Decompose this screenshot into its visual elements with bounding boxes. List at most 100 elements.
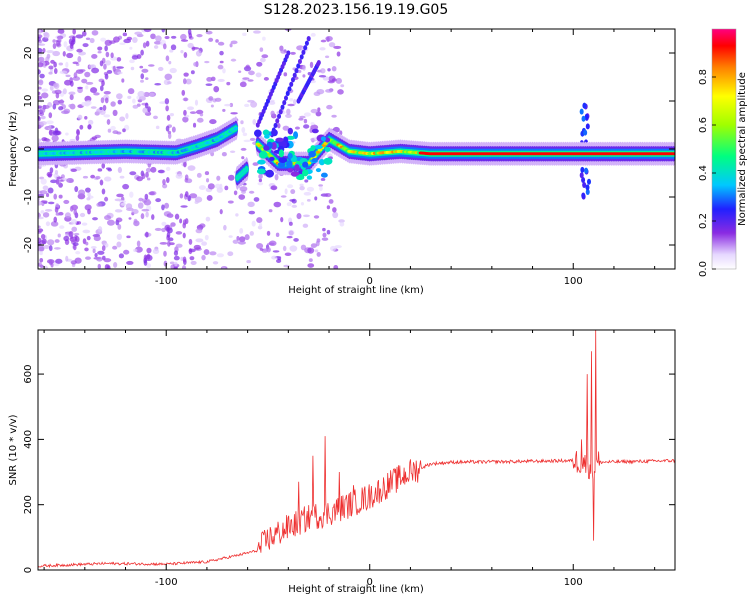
noise-blob xyxy=(144,102,149,109)
noise-blob xyxy=(291,204,298,208)
noise-blob xyxy=(185,78,192,85)
noise-blob xyxy=(157,169,165,174)
noise-blob xyxy=(287,184,294,189)
noise-blob xyxy=(293,238,299,242)
noise-blob xyxy=(227,174,235,181)
noise-blob xyxy=(153,41,162,45)
noise-blob xyxy=(41,92,49,99)
noise-blob xyxy=(194,200,199,204)
streak-blob xyxy=(297,58,302,65)
noise-blob xyxy=(101,80,105,87)
noise-blob xyxy=(38,56,45,62)
noise-blob xyxy=(52,50,61,57)
noise-blob xyxy=(90,87,98,94)
noise-blob xyxy=(48,65,54,70)
noise-blob xyxy=(85,85,89,90)
cluster-blob xyxy=(286,160,293,168)
noise-blob xyxy=(271,255,277,260)
vertical-feature-blob xyxy=(582,102,587,109)
noise-blob xyxy=(224,103,231,107)
noise-blob xyxy=(316,252,321,257)
streak-blob xyxy=(273,122,278,129)
noise-blob xyxy=(266,230,271,236)
vertical-feature-blob xyxy=(582,182,587,189)
noise-blob xyxy=(169,113,174,117)
noise-blob xyxy=(52,39,56,43)
noise-blob xyxy=(107,219,115,226)
noise-blob xyxy=(241,156,245,160)
noise-blob xyxy=(189,193,198,199)
noise-blob xyxy=(182,256,187,263)
cluster-blob xyxy=(287,167,293,173)
noise-blob xyxy=(332,207,337,213)
noise-blob xyxy=(210,104,214,108)
noise-blob xyxy=(155,125,160,130)
noise-blob xyxy=(129,46,133,50)
noise-blob xyxy=(195,50,202,57)
noise-blob xyxy=(61,110,70,115)
noise-blob xyxy=(191,47,200,50)
noise-blob xyxy=(64,212,71,219)
noise-blob xyxy=(250,101,258,108)
noise-blob xyxy=(182,78,187,85)
noise-blob xyxy=(129,59,135,64)
noise-blob xyxy=(159,242,168,245)
noise-blob xyxy=(195,238,204,243)
noise-blob xyxy=(54,170,59,175)
noise-blob xyxy=(294,126,300,130)
colorbar-frame xyxy=(711,28,737,270)
noise-blob xyxy=(286,235,293,239)
noise-blob xyxy=(112,65,116,72)
noise-blob xyxy=(49,167,54,174)
noise-blob xyxy=(127,88,135,95)
noise-blob xyxy=(104,97,109,104)
noise-blob xyxy=(247,79,254,82)
noise-blob xyxy=(141,68,149,73)
noise-blob xyxy=(187,106,195,111)
noise-blob xyxy=(77,86,83,90)
noise-blob xyxy=(104,176,112,182)
noise-blob xyxy=(75,250,81,255)
noise-blob xyxy=(324,193,332,198)
noise-blob xyxy=(188,238,193,245)
cluster-blob xyxy=(296,174,305,181)
noise-blob xyxy=(300,201,304,206)
noise-blob xyxy=(339,221,345,227)
noise-blob xyxy=(320,68,326,74)
noise-blob xyxy=(308,258,313,263)
cluster-blob xyxy=(290,171,300,177)
noise-blob xyxy=(71,226,78,232)
noise-blob xyxy=(239,81,247,88)
snr-xlabel: Height of straight line (km) xyxy=(288,584,424,595)
noise-blob xyxy=(205,216,211,222)
noise-blob xyxy=(214,97,222,102)
noise-blob xyxy=(262,36,266,41)
noise-blob xyxy=(52,103,57,110)
noise-blob xyxy=(74,257,82,264)
noise-blob xyxy=(85,187,91,193)
noise-blob xyxy=(43,104,50,109)
noise-blob xyxy=(38,138,42,142)
noise-blob xyxy=(132,98,136,104)
noise-blob xyxy=(307,263,315,268)
noise-blob xyxy=(115,209,120,213)
noise-blob xyxy=(38,225,41,229)
streak-blob xyxy=(283,95,288,101)
noise-blob xyxy=(99,106,103,111)
noise-blob xyxy=(59,70,68,75)
noise-blob xyxy=(296,212,302,220)
noise-blob xyxy=(123,249,130,255)
noise-blob xyxy=(284,252,292,256)
noise-blob xyxy=(86,235,91,241)
vertical-feature-blob xyxy=(584,113,589,120)
noise-blob xyxy=(153,115,158,120)
noise-blob xyxy=(69,94,74,101)
noise-blob xyxy=(217,78,225,82)
noise-blob xyxy=(58,194,63,199)
noise-blob xyxy=(119,116,126,122)
snr-xtick-label: 100 xyxy=(564,577,583,588)
snr-xtick-label: -100 xyxy=(155,577,178,588)
streak-blob xyxy=(301,49,306,55)
noise-blob xyxy=(239,227,244,234)
noise-blob xyxy=(189,111,197,115)
